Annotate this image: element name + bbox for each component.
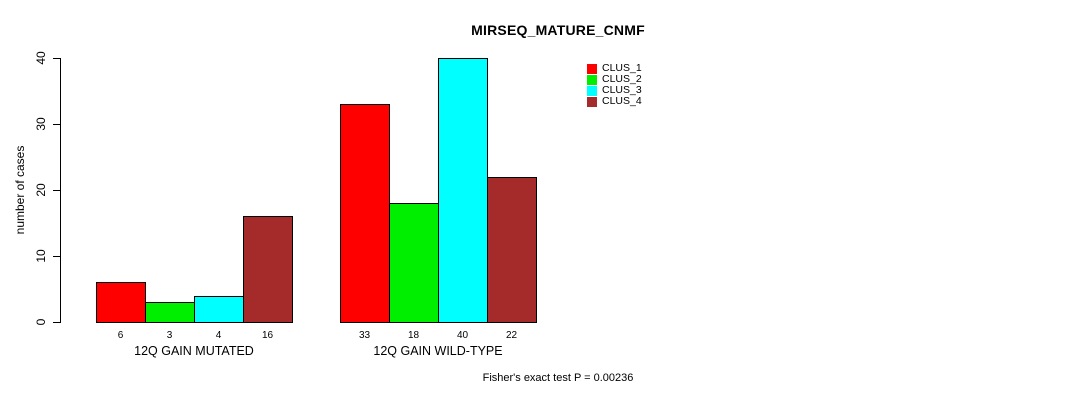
legend-label: CLUS_4	[602, 95, 642, 107]
bar-clus_1-group2	[340, 104, 390, 323]
bar-clus_4-group2	[487, 177, 537, 323]
legend-label: CLUS_2	[602, 73, 642, 85]
bar-value-label: 4	[215, 330, 222, 341]
bar-value-label: 6	[117, 330, 124, 341]
y-tick-label: 0	[34, 318, 48, 326]
bar-clus_2-group2	[389, 203, 439, 323]
bar-clus_1-group1	[96, 282, 146, 323]
bar-value-label: 16	[261, 330, 274, 341]
y-tick-mark	[53, 58, 60, 59]
stat-annotation: Fisher's exact test P = 0.00236	[482, 372, 634, 384]
bar-value-label: 18	[407, 330, 420, 341]
bar-value-label: 3	[166, 330, 173, 341]
bar-clus_3-group2	[438, 58, 488, 323]
y-tick-label: 30	[34, 117, 48, 131]
bar-clus_2-group1	[145, 302, 195, 323]
legend-item-clus_3: CLUS_3	[587, 85, 642, 96]
y-axis-line	[60, 58, 61, 323]
y-tick-label: 20	[34, 183, 48, 197]
legend-swatch-icon	[587, 85, 597, 96]
x-group-label: 12Q GAIN WILD-TYPE	[373, 344, 503, 358]
legend-item-clus_4: CLUS_4	[587, 96, 642, 107]
bar-value-label: 22	[505, 330, 518, 341]
bar-clus_4-group1	[243, 216, 293, 323]
legend-label: CLUS_1	[602, 62, 642, 74]
legend: CLUS_1 CLUS_2 CLUS_3 CLUS_4	[587, 63, 642, 107]
legend-item-clus_1: CLUS_1	[587, 63, 642, 74]
legend-label: CLUS_3	[602, 84, 642, 96]
y-tick-mark	[53, 190, 60, 191]
y-tick-label: 40	[34, 51, 48, 65]
legend-swatch-icon	[587, 63, 597, 74]
bar-value-label: 33	[358, 330, 371, 341]
y-tick-label: 10	[34, 249, 48, 263]
bar-clus_3-group1	[194, 296, 244, 323]
legend-swatch-icon	[587, 74, 597, 85]
y-tick-mark	[53, 256, 60, 257]
bar-value-label: 40	[456, 330, 469, 341]
x-group-label: 12Q GAIN MUTATED	[134, 344, 254, 358]
y-tick-mark	[53, 124, 60, 125]
y-tick-mark	[53, 322, 60, 323]
legend-swatch-icon	[587, 96, 597, 107]
legend-item-clus_2: CLUS_2	[587, 74, 642, 85]
y-axis-label: number of cases	[13, 145, 27, 235]
chart-title: MIRSEQ_MATURE_CNMF	[471, 22, 645, 38]
